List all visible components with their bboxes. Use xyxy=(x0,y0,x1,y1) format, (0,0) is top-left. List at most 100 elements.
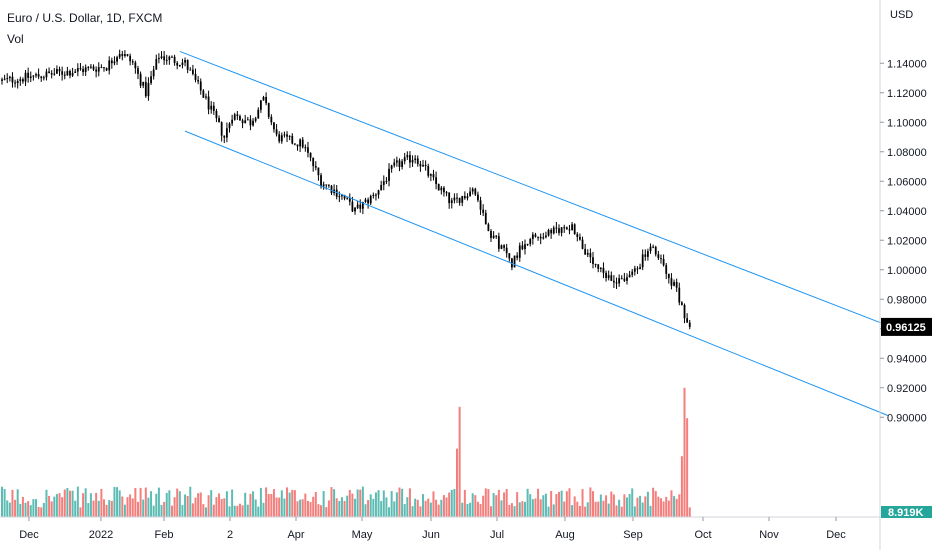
candle xyxy=(50,70,53,79)
candle xyxy=(395,156,398,167)
volume-bar xyxy=(406,497,409,517)
volume-bar xyxy=(254,499,257,517)
volume-bar xyxy=(461,502,464,517)
volume-bar xyxy=(134,488,137,517)
volume-bar xyxy=(641,502,644,517)
channel-upper-line[interactable] xyxy=(179,50,889,327)
candle xyxy=(129,53,132,66)
candle xyxy=(369,194,372,205)
candle xyxy=(163,50,166,65)
volume-bar xyxy=(673,496,676,517)
volume-label[interactable]: Vol xyxy=(7,32,24,46)
candle xyxy=(552,225,555,235)
volume-bar xyxy=(129,494,132,517)
volume-bar xyxy=(631,488,634,517)
candle xyxy=(633,265,636,276)
volume-bar xyxy=(594,501,597,517)
volume-bar xyxy=(257,506,260,517)
volume-bar xyxy=(262,502,265,517)
volume-bar xyxy=(654,491,657,517)
volume-bar xyxy=(346,495,349,517)
candle xyxy=(168,55,171,65)
volume-bar xyxy=(524,501,526,517)
candle xyxy=(199,78,202,95)
candle xyxy=(207,90,210,115)
candle xyxy=(69,69,71,79)
volume-bar xyxy=(568,488,571,517)
candle xyxy=(594,263,597,268)
candle xyxy=(490,229,492,242)
volume-bar xyxy=(500,500,503,517)
candle xyxy=(225,122,228,143)
candle xyxy=(273,122,275,133)
price-tick-label: 1.02000 xyxy=(887,235,927,247)
candle xyxy=(513,255,516,268)
volume-bar xyxy=(526,488,529,517)
volume-bar xyxy=(487,489,490,517)
volume-bar xyxy=(516,492,519,517)
candle xyxy=(176,61,179,70)
volume-bar xyxy=(531,499,534,517)
volume-bar xyxy=(338,500,341,517)
volume-bar xyxy=(665,496,668,517)
price-tick-label: 1.06000 xyxy=(887,176,927,188)
volume-bar xyxy=(19,503,22,517)
volume-bar xyxy=(306,500,309,517)
volume-bar xyxy=(283,498,286,517)
channel-layer xyxy=(179,50,889,417)
candle xyxy=(92,64,95,71)
candle xyxy=(484,209,487,225)
candle xyxy=(48,67,50,74)
candle xyxy=(586,249,589,258)
volume-bar xyxy=(322,491,325,517)
volume-bar xyxy=(437,504,440,517)
candle xyxy=(673,279,675,287)
volume-bar xyxy=(544,493,547,517)
volume-bar xyxy=(374,492,377,517)
time-tick-label: Nov xyxy=(759,529,779,541)
candle xyxy=(443,186,445,197)
candle xyxy=(244,114,247,124)
time-tick-label: 2022 xyxy=(89,529,113,541)
volume-bar xyxy=(184,494,187,517)
volume-bar xyxy=(265,487,268,517)
time-tick-label: Jul xyxy=(490,529,504,541)
candle xyxy=(348,193,351,206)
volume-bar xyxy=(571,505,574,517)
candle xyxy=(448,192,451,209)
candle xyxy=(500,244,503,250)
candle xyxy=(286,131,288,143)
volume-bar xyxy=(492,493,495,517)
volume-bar xyxy=(27,501,30,517)
candle xyxy=(37,68,40,80)
candle xyxy=(385,176,388,185)
volume-bar xyxy=(555,494,558,517)
volume-bar xyxy=(197,493,200,517)
candle xyxy=(105,67,108,72)
candle xyxy=(550,228,553,239)
candle xyxy=(605,270,607,282)
volume-bar xyxy=(578,505,581,517)
candle xyxy=(16,78,19,89)
price-tick-label: 1.00000 xyxy=(887,265,927,277)
candle xyxy=(35,72,37,78)
candle xyxy=(466,193,469,201)
volume-bar xyxy=(649,505,652,517)
candle xyxy=(641,249,644,271)
volume-bar xyxy=(6,500,9,517)
candle xyxy=(375,193,377,201)
candle xyxy=(367,197,369,209)
candle xyxy=(262,95,265,101)
candle xyxy=(126,53,129,57)
candle xyxy=(531,232,534,245)
channel-lower-line[interactable] xyxy=(184,130,889,417)
candle xyxy=(134,60,137,74)
candle xyxy=(63,71,66,80)
volume-bar xyxy=(3,489,6,517)
candle xyxy=(11,72,14,88)
candle xyxy=(186,59,189,74)
volume-bar xyxy=(102,499,105,517)
candle xyxy=(220,121,223,142)
volume-bar xyxy=(518,502,521,517)
